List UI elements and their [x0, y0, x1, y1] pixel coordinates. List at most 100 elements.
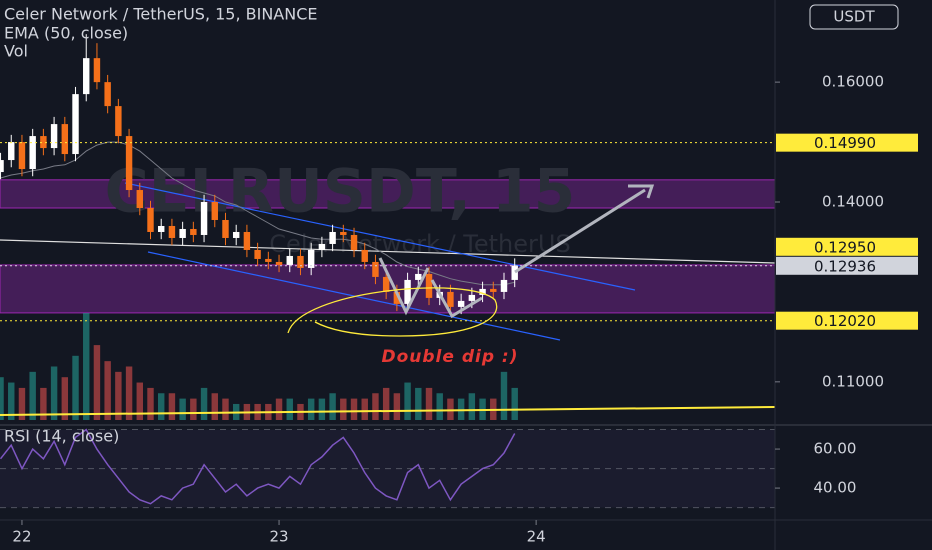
candle-body [115, 106, 122, 137]
candle-body [307, 249, 315, 268]
volume-bar [18, 387, 26, 420]
candle-body [361, 249, 368, 262]
candle-body [190, 228, 197, 235]
volume-ma [0, 406, 776, 416]
candle-body [447, 291, 454, 307]
volume-bar [200, 387, 208, 420]
price-tag [776, 237, 918, 256]
candle-body [393, 291, 401, 304]
volume-bar [168, 393, 176, 420]
candle-body [382, 276, 390, 292]
trend-line [0, 239, 776, 264]
candle-body [200, 202, 208, 235]
candle-body [415, 273, 422, 280]
volume-bar [372, 393, 379, 420]
volume-bar [329, 393, 336, 420]
candle-body [254, 249, 261, 259]
candle-body [222, 219, 229, 238]
candle-body [457, 300, 465, 307]
volume-bar [61, 377, 69, 420]
arrow-head [628, 184, 655, 199]
volume-bar [404, 382, 411, 420]
x-tick-label: 22 [12, 528, 31, 546]
volume-bar [361, 398, 368, 420]
candle-body [425, 273, 433, 298]
candle-body [147, 208, 154, 232]
currency[interactable]: USDT [833, 8, 875, 26]
volume-bar [50, 366, 58, 420]
candle-body [490, 288, 497, 292]
candle-body [211, 202, 218, 220]
dip-line [430, 279, 483, 319]
candle-body [136, 190, 144, 209]
candle-body [318, 243, 326, 250]
volume-bar [40, 387, 47, 420]
candle-body [72, 94, 79, 155]
channel-upper [124, 182, 636, 291]
arrow [514, 188, 646, 274]
candle-body [350, 234, 358, 250]
ellipse [287, 287, 498, 337]
candle-body [479, 288, 486, 295]
price-tag-label: 0.12020 [814, 312, 876, 330]
dip-line [378, 257, 430, 316]
volume-bar [29, 371, 36, 420]
volume-bar [500, 371, 508, 420]
x-tick-label: 23 [269, 528, 288, 546]
volume-bar [104, 361, 111, 420]
chart-title: Celer Network / TetherUS, 15, BINANCE [4, 5, 318, 24]
volume-bar [72, 355, 79, 420]
candle-body [125, 136, 133, 191]
candle-body [329, 231, 336, 244]
candle-body [179, 228, 186, 238]
volume-bar [83, 313, 90, 420]
volume-bar [190, 398, 197, 420]
volume-bar [415, 387, 422, 420]
rsi-line [0, 428, 516, 505]
volume-bar [382, 387, 390, 420]
volume-bar [115, 371, 122, 420]
rsi-label: RSI (14, close) [4, 427, 119, 446]
volume-bar [447, 398, 454, 420]
volume-bar [275, 398, 283, 420]
volume-bar [8, 382, 15, 420]
candle-body [232, 231, 240, 238]
currency-badge[interactable] [809, 4, 899, 30]
watermark: Celer Network / TetherUS [269, 230, 570, 258]
candle-body [83, 58, 90, 95]
candle-body [104, 82, 111, 107]
candle-body [0, 160, 4, 173]
price-tag [776, 256, 918, 275]
candle-body [243, 231, 251, 250]
candle-body [297, 255, 304, 268]
rsi-tick-label: 40.00 [814, 479, 857, 497]
volume-bar [393, 393, 401, 420]
rsi-tick-label: 60.00 [814, 440, 857, 458]
candle-body [61, 124, 69, 155]
y-tick-label: 0.14000 [822, 193, 884, 211]
candle-body [468, 294, 476, 301]
candle-body [8, 142, 15, 161]
volume-bar [425, 387, 433, 420]
volume-bar [340, 398, 347, 420]
candle-body [93, 58, 101, 83]
price-tag-label: 0.14990 [814, 134, 876, 152]
volume-bar [511, 387, 518, 420]
volume-bar [0, 377, 4, 420]
volume-bar [307, 398, 315, 420]
volume-bar [93, 345, 101, 420]
volume-bar [468, 393, 476, 420]
volume-bar [436, 393, 443, 420]
volume-bar [286, 398, 293, 420]
volume-bar [147, 387, 154, 420]
candle-body [40, 136, 47, 149]
volume-bar [211, 393, 218, 420]
candle-body [168, 225, 176, 238]
volume-bar [222, 398, 229, 420]
price-tag [776, 133, 918, 152]
volume-bar [157, 393, 165, 420]
candle-body [500, 279, 508, 292]
candle-body [29, 136, 36, 170]
